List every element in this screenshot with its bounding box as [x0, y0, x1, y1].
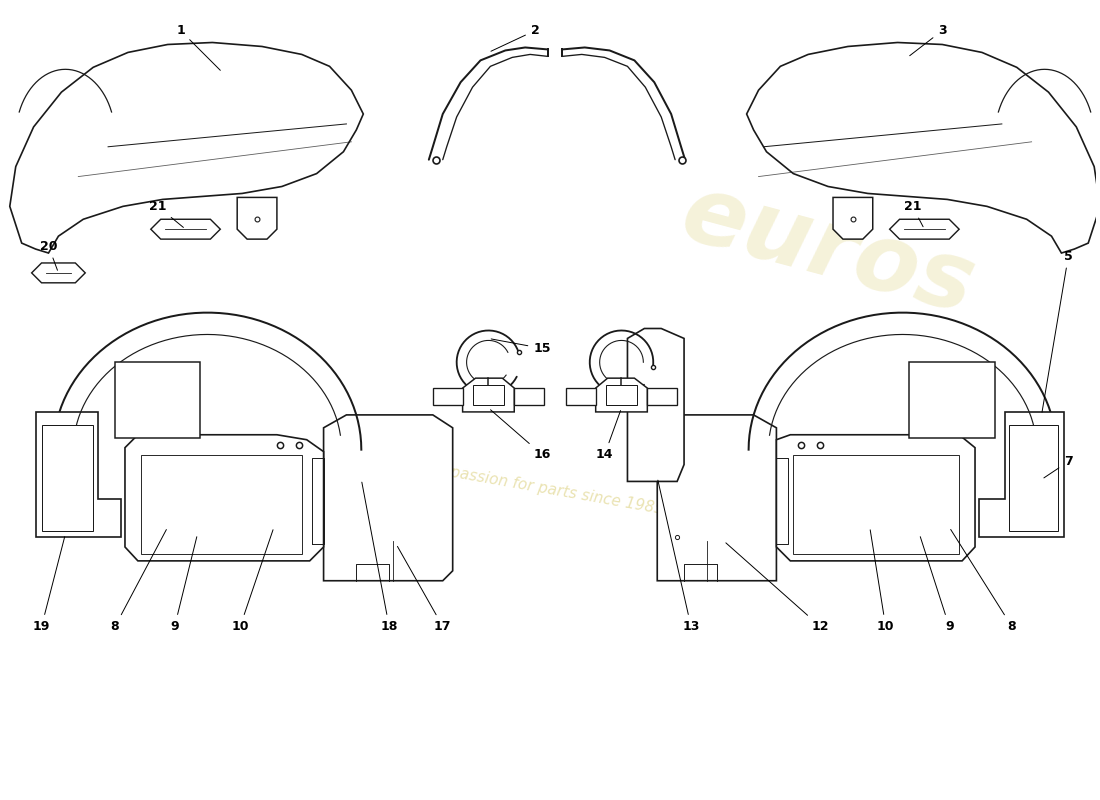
- Polygon shape: [35, 412, 121, 537]
- Text: 10: 10: [231, 530, 273, 633]
- Text: 2: 2: [491, 24, 539, 51]
- Text: 17: 17: [397, 546, 451, 633]
- Polygon shape: [10, 42, 363, 253]
- Polygon shape: [777, 434, 975, 561]
- Text: 7: 7: [1044, 455, 1072, 478]
- Polygon shape: [833, 198, 872, 239]
- Text: 8: 8: [950, 530, 1016, 633]
- Polygon shape: [54, 313, 361, 459]
- Polygon shape: [647, 388, 678, 405]
- Polygon shape: [596, 378, 647, 412]
- Polygon shape: [565, 388, 596, 405]
- Polygon shape: [890, 219, 959, 239]
- Text: 21: 21: [904, 200, 923, 226]
- Text: euros: euros: [672, 168, 984, 334]
- Polygon shape: [141, 454, 301, 554]
- Polygon shape: [514, 388, 544, 405]
- Text: 15: 15: [492, 339, 551, 355]
- Polygon shape: [910, 362, 994, 438]
- Text: 13: 13: [658, 480, 700, 633]
- Polygon shape: [432, 388, 463, 405]
- Text: 9: 9: [921, 537, 954, 633]
- Polygon shape: [658, 415, 777, 581]
- Text: 12: 12: [726, 543, 829, 633]
- Polygon shape: [979, 412, 1065, 537]
- Text: 20: 20: [40, 239, 57, 270]
- Polygon shape: [747, 42, 1100, 253]
- Text: 18: 18: [362, 482, 398, 633]
- Polygon shape: [473, 385, 504, 405]
- Polygon shape: [238, 198, 277, 239]
- Polygon shape: [793, 454, 959, 554]
- Polygon shape: [151, 219, 220, 239]
- Polygon shape: [116, 362, 200, 438]
- Polygon shape: [125, 434, 323, 561]
- Polygon shape: [606, 385, 637, 405]
- Text: a passion for parts since 1985: a passion for parts since 1985: [434, 462, 666, 517]
- Polygon shape: [42, 425, 94, 531]
- Text: 19: 19: [33, 537, 65, 633]
- Polygon shape: [463, 378, 514, 412]
- Polygon shape: [32, 263, 86, 283]
- Text: 21: 21: [148, 200, 184, 227]
- Polygon shape: [627, 329, 684, 482]
- Text: 9: 9: [170, 537, 197, 633]
- Polygon shape: [1009, 425, 1058, 531]
- Text: 16: 16: [491, 410, 551, 461]
- Text: 1: 1: [176, 24, 220, 70]
- Text: 14: 14: [596, 410, 620, 461]
- Text: 3: 3: [910, 24, 947, 56]
- Polygon shape: [323, 415, 453, 581]
- Polygon shape: [749, 313, 1056, 459]
- Text: 5: 5: [1042, 250, 1072, 412]
- Text: 8: 8: [111, 530, 166, 633]
- Text: 10: 10: [870, 530, 894, 633]
